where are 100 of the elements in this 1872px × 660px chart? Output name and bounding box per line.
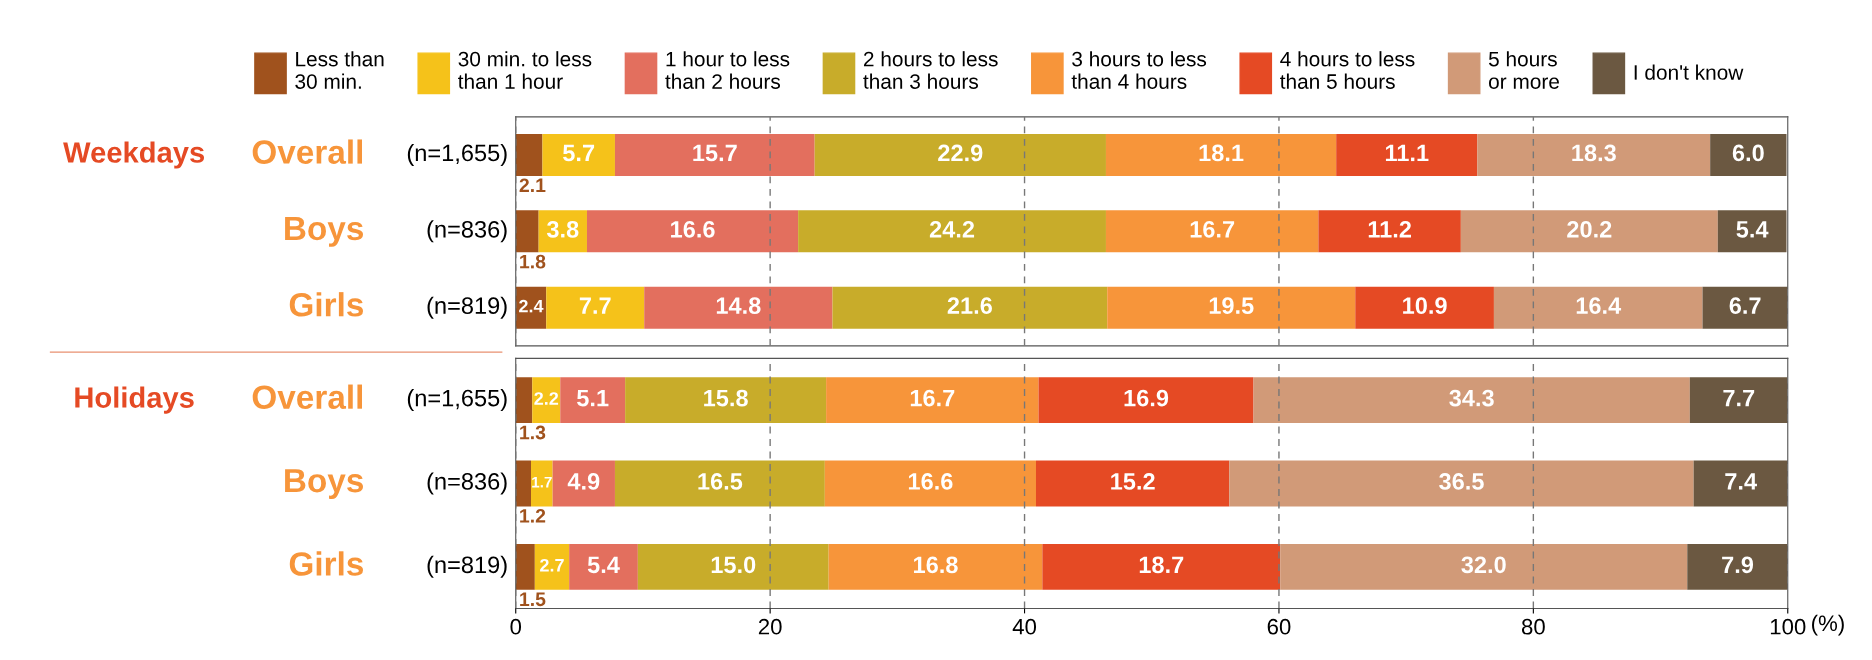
legend-label: 30 min. to less than 1 hour bbox=[458, 51, 592, 89]
bar bbox=[1687, 543, 1788, 590]
data-label: 20.2 bbox=[1567, 220, 1612, 238]
data-label: 21.6 bbox=[947, 297, 992, 315]
bar bbox=[560, 377, 626, 423]
bar bbox=[1477, 134, 1711, 176]
bar bbox=[1493, 286, 1703, 329]
legend-label: 4 hours to less than 5 hours bbox=[1280, 51, 1415, 89]
bar bbox=[531, 460, 553, 507]
bar bbox=[532, 377, 561, 423]
data-label: 5.1 bbox=[577, 389, 609, 407]
category-label: Boys (n=836) bbox=[285, 217, 507, 247]
data-label: 24.2 bbox=[929, 220, 975, 238]
legend-label: 1 hour to less than 2 hours bbox=[665, 51, 790, 89]
bar bbox=[637, 543, 829, 590]
data-label: 2.2 bbox=[534, 392, 559, 405]
data-label: 2.4 bbox=[519, 299, 544, 313]
data-label: 19.5 bbox=[1209, 297, 1254, 315]
data-label: 16.6 bbox=[908, 473, 953, 490]
bar bbox=[1689, 377, 1788, 423]
data-label: 2.1 bbox=[519, 178, 546, 192]
bar bbox=[1107, 286, 1356, 329]
bar bbox=[1105, 210, 1319, 253]
bar bbox=[1460, 210, 1718, 253]
data-label: 3.8 bbox=[546, 220, 579, 238]
data-label: 2.7 bbox=[540, 558, 564, 572]
data-label: 7.7 bbox=[579, 297, 611, 314]
data-label: 14.8 bbox=[716, 297, 761, 315]
bar bbox=[1702, 286, 1788, 329]
data-label: 5.4 bbox=[587, 556, 620, 574]
data-label: 16.7 bbox=[1190, 220, 1235, 238]
text: Weekdays bbox=[63, 141, 205, 169]
data-label: 34.3 bbox=[1449, 389, 1494, 407]
bar bbox=[1042, 543, 1281, 590]
bar bbox=[1717, 210, 1787, 253]
bar bbox=[644, 286, 833, 329]
data-label: 11.1 bbox=[1385, 144, 1429, 162]
bar bbox=[814, 134, 1106, 176]
data-label: 16.6 bbox=[671, 220, 715, 238]
data-label: 1.3 bbox=[520, 425, 546, 440]
bar bbox=[1280, 543, 1688, 590]
bar bbox=[552, 460, 615, 507]
data-label: 15.2 bbox=[1111, 473, 1155, 490]
category-label: Girls (n=819) bbox=[289, 551, 507, 578]
data-label: 22.9 bbox=[938, 144, 983, 162]
bar bbox=[515, 543, 535, 590]
legend-label: I don't know bbox=[1634, 64, 1744, 80]
x-axis-title: (%) bbox=[1812, 614, 1844, 636]
bar bbox=[515, 134, 543, 176]
bar bbox=[515, 210, 539, 253]
bar bbox=[515, 377, 533, 423]
bar bbox=[1038, 377, 1254, 423]
data-label: 15.8 bbox=[704, 389, 748, 407]
data-label: 32.0 bbox=[1461, 556, 1506, 574]
data-label: 15.0 bbox=[711, 556, 756, 574]
data-label: 1.8 bbox=[520, 254, 546, 269]
data-label: 16.5 bbox=[698, 473, 743, 490]
data-label: 15.7 bbox=[693, 144, 737, 162]
bar bbox=[798, 210, 1106, 253]
bar bbox=[614, 134, 815, 176]
category-label: Overall (n=1,655) bbox=[252, 384, 507, 412]
data-label: 6.0 bbox=[1732, 144, 1764, 162]
category-label: Overall (n=1,655) bbox=[252, 139, 507, 166]
data-label: 5.4 bbox=[1736, 221, 1769, 238]
bar bbox=[824, 460, 1036, 507]
data-label: 11.2 bbox=[1368, 220, 1411, 238]
bar bbox=[534, 543, 570, 590]
bar bbox=[1253, 377, 1690, 423]
data-label: 1.7 bbox=[532, 476, 552, 488]
bar bbox=[826, 377, 1039, 423]
legend-label: 3 hours to less than 4 hours bbox=[1071, 51, 1207, 89]
data-label: 1.5 bbox=[520, 592, 546, 607]
data-label: 18.3 bbox=[1572, 144, 1616, 162]
bar bbox=[614, 460, 825, 507]
data-label: 7.4 bbox=[1725, 473, 1757, 490]
bar bbox=[1710, 134, 1787, 176]
bar bbox=[1355, 286, 1494, 329]
data-label: 5.7 bbox=[563, 144, 595, 162]
x-tick-label: 60 bbox=[1267, 618, 1291, 635]
data-label: 7.7 bbox=[1723, 389, 1755, 407]
bar bbox=[1105, 134, 1337, 176]
x-tick-label: 0 bbox=[510, 618, 522, 635]
x-tick-label: 40 bbox=[1012, 618, 1037, 635]
data-label: 6.7 bbox=[1729, 297, 1761, 315]
data-label: 16.7 bbox=[910, 389, 955, 407]
category-label: Girls (n=819) bbox=[289, 292, 507, 319]
data-label: 4.9 bbox=[567, 473, 600, 490]
bar bbox=[542, 134, 615, 176]
bar bbox=[1336, 134, 1478, 176]
legend-label: Less than 30 min. bbox=[295, 51, 384, 89]
bar bbox=[569, 543, 638, 590]
text: Holidays bbox=[75, 386, 194, 414]
data-label: 10.9 bbox=[1403, 297, 1447, 315]
data-label: 7.9 bbox=[1722, 556, 1754, 574]
data-label: 36.5 bbox=[1439, 473, 1484, 490]
legend-label: 5 hours or more bbox=[1488, 51, 1559, 89]
bar bbox=[625, 377, 827, 423]
bar bbox=[546, 286, 645, 329]
bar bbox=[1693, 460, 1788, 507]
bar bbox=[828, 543, 1043, 590]
